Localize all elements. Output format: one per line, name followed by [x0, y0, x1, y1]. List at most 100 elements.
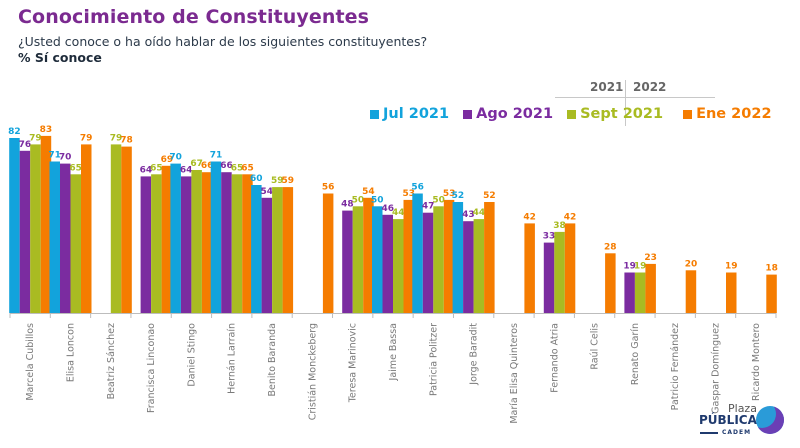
data-label: 19	[623, 262, 636, 272]
x-tick-label: Elisa Loncon	[66, 323, 77, 382]
data-label: 47	[422, 202, 435, 212]
data-label: 19	[634, 262, 647, 272]
bar-ene-2022	[363, 197, 374, 313]
data-label: 48	[341, 200, 354, 210]
bar-sept-2021	[30, 144, 41, 313]
bar-jul-2021	[170, 163, 181, 313]
bar-ene-2022	[726, 272, 737, 313]
legend-swatch	[683, 109, 693, 119]
data-label: 46	[382, 204, 395, 214]
data-label: 44	[392, 208, 405, 218]
chart-legend: Jul 2021 Ago 2021 Sept 2021 Ene 2022	[370, 106, 786, 122]
bar-jul-2021	[210, 161, 222, 313]
legend-label: Ene 2022	[696, 106, 772, 122]
x-tick-label: Benito Baranda	[267, 323, 278, 397]
data-label: 78	[120, 136, 133, 146]
legend-label: Jul 2021	[383, 106, 450, 122]
data-label: 79	[110, 133, 123, 143]
bar-sept-2021	[554, 231, 565, 313]
bar-ene-2022	[605, 253, 616, 313]
legend-item-jul-2021: Jul 2021	[370, 106, 449, 122]
bar-jul-2021	[9, 138, 20, 313]
data-label: 42	[523, 212, 536, 222]
bar-jul-2021	[412, 193, 423, 313]
data-label: 43	[462, 210, 475, 220]
bar-ene-2022	[201, 172, 213, 313]
bar-sept-2021	[433, 206, 444, 313]
data-label: 38	[553, 221, 566, 231]
data-label: 50	[371, 195, 384, 205]
data-label: 33	[543, 232, 556, 242]
bar-ene-2022	[564, 223, 576, 313]
logo-text-cadem: CADEM	[722, 429, 752, 436]
x-tick-label: Francisca Linconao	[146, 323, 157, 413]
legend-swatch	[567, 109, 577, 119]
data-label: 76	[19, 140, 32, 150]
plaza-publica-cadem-logo: Plaza PÚBLICA CADEM	[698, 402, 788, 442]
bar-ago-2021	[180, 176, 192, 313]
data-label: 70	[169, 153, 182, 163]
data-label: 54	[362, 187, 375, 197]
data-label: 50	[432, 195, 445, 205]
data-label: 44	[473, 208, 486, 218]
legend-swatch	[370, 109, 379, 119]
bar-ene-2022	[161, 165, 173, 313]
data-label: 65	[69, 163, 82, 173]
chart-title: Conocimiento de Constituyentes	[18, 6, 370, 28]
bar-ene-2022	[766, 274, 777, 313]
bar-ago-2021	[342, 210, 353, 313]
year-group-2021: 2021	[590, 80, 624, 94]
data-label: 56	[411, 183, 424, 193]
data-label: 67	[190, 159, 203, 169]
x-tick-label: Ricardo Montero	[751, 323, 762, 401]
chart-subtitle: ¿Usted conoce o ha oído hablar de los si…	[18, 34, 428, 49]
logo-text-publica: PÚBLICA	[699, 413, 757, 427]
bar-jul-2021	[251, 185, 262, 313]
bar-ene-2022	[484, 202, 495, 313]
bar-ago-2021	[463, 221, 474, 313]
bar-ene-2022	[645, 263, 656, 313]
data-label: 53	[443, 189, 456, 199]
bar-sept-2021	[231, 174, 243, 313]
data-label: 52	[452, 191, 465, 201]
year-divider-vertical	[625, 80, 626, 126]
bar-sept-2021	[352, 206, 364, 313]
bar-sept-2021	[191, 170, 202, 313]
year-divider-horizontal	[555, 97, 715, 98]
bar-ago-2021	[624, 272, 635, 313]
data-label: 65	[231, 163, 244, 173]
bar-sept-2021	[393, 219, 404, 313]
data-label: 71	[210, 151, 223, 161]
data-label: 71	[48, 151, 61, 161]
data-label: 70	[59, 153, 72, 163]
x-tick-label: Raúl Celis	[590, 323, 601, 370]
bar-ago-2021	[422, 212, 434, 313]
data-label: 66	[201, 161, 214, 171]
bar-sept-2021	[110, 144, 122, 313]
bar-ene-2022	[242, 174, 253, 313]
legend-item-sept-2021: Sept 2021	[567, 106, 663, 122]
x-tick-label: Gaspar Domínguez	[711, 323, 722, 414]
data-label: 82	[8, 127, 21, 137]
x-tick-label: María Elisa Quinteros	[509, 323, 520, 424]
x-tick-label: Teresa Marinovic	[348, 323, 359, 403]
x-tick-label: Patricia Politzer	[428, 323, 439, 396]
data-label: 65	[150, 163, 163, 173]
bar-sept-2021	[634, 272, 646, 313]
data-label: 19	[725, 262, 738, 272]
x-tick-label: Jorge Baradit	[469, 323, 480, 386]
legend-item-ago-2021: Ago 2021	[463, 106, 553, 122]
data-label: 64	[180, 165, 193, 175]
bar-jul-2021	[372, 206, 383, 313]
data-label: 79	[29, 133, 42, 143]
data-label: 65	[241, 163, 254, 173]
legend-item-ene-2022: Ene 2022	[683, 106, 772, 122]
legend-label: Ago 2021	[476, 106, 554, 122]
x-tick-label: Fernando Atria	[549, 323, 560, 393]
data-label: 50	[352, 195, 365, 205]
bar-ago-2021	[221, 172, 232, 313]
bar-ene-2022	[40, 135, 52, 313]
data-label: 66	[220, 161, 233, 171]
x-tick-label: Patricio Fernández	[670, 323, 681, 410]
logo-underline	[700, 432, 718, 434]
